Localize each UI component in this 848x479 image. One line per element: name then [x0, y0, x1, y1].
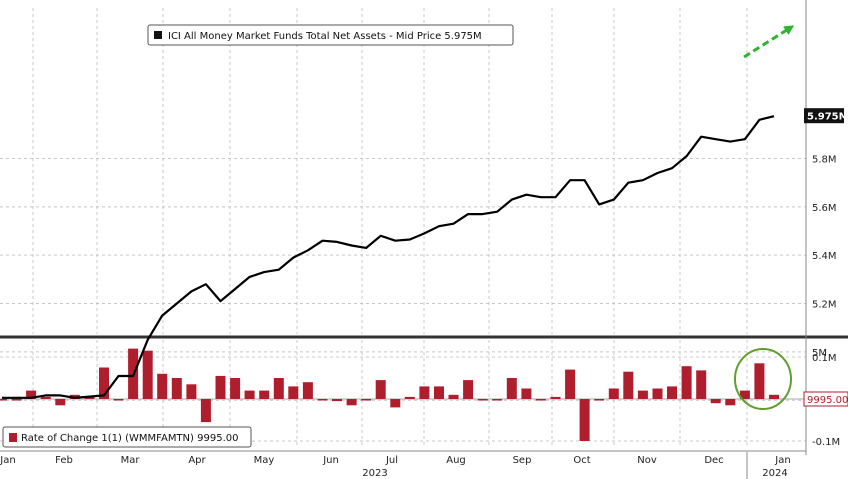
rate-of-change-bar	[55, 399, 66, 406]
y-tick-label-top: 5.4M	[812, 251, 837, 262]
rate-of-change-bar	[200, 399, 211, 423]
rate-of-change-bar	[273, 378, 284, 399]
rate-of-change-bar	[754, 363, 765, 399]
legend-label-bottom: Rate of Change 1(1) (WMMFAMTN) 9995.00	[21, 433, 238, 444]
x-tick-label-month: Jan	[0, 455, 16, 466]
rate-of-change-bar	[230, 378, 241, 399]
annotations	[734, 25, 795, 410]
rate-of-change-bar	[521, 388, 532, 399]
rate-of-change-bar	[11, 399, 22, 401]
rate-of-change-bar	[113, 399, 124, 401]
rate-of-change-bar	[579, 399, 590, 441]
rate-of-change-bar	[0, 399, 7, 401]
rate-of-change-bar	[448, 394, 459, 399]
y-tick-label-bottom: 0.1M	[812, 353, 837, 364]
x-tick-label-month: Nov	[637, 455, 657, 466]
rate-of-change-bar	[434, 386, 444, 399]
x-year-label: 2024	[762, 468, 787, 479]
x-tick-label-month: Apr	[188, 455, 206, 466]
rate-of-change-bar	[725, 399, 736, 406]
last-value-tag-bottom: 9995.00	[807, 395, 848, 406]
x-tick-label-month: May	[254, 455, 275, 466]
rate-of-change-bar	[346, 399, 357, 406]
x-tick-label-month: Oct	[573, 455, 590, 466]
rate-of-change-bar	[215, 375, 226, 399]
rate-of-change-bar	[710, 399, 721, 404]
rate-of-change-bar	[332, 399, 342, 402]
rate-of-change-bar	[317, 399, 328, 401]
rate-of-change-bar	[26, 390, 37, 399]
legend-swatch-bottom	[9, 433, 17, 442]
rate-of-change-bar	[390, 399, 401, 408]
legend-swatch-top	[154, 31, 162, 39]
legend-label-top: ICI All Money Market Funds Total Net Ass…	[168, 31, 482, 42]
rate-of-change-bar	[623, 371, 634, 399]
rate-of-change-bar	[40, 396, 51, 399]
rate-of-change-bar	[404, 396, 415, 399]
y-tick-label-bottom: -0.1M	[812, 437, 840, 448]
rate-of-change-bar	[594, 399, 605, 401]
rate-of-change-bar	[492, 399, 503, 401]
y-tick-label-top: 5M	[812, 348, 827, 359]
rate-of-change-bar	[259, 390, 270, 399]
last-value-tag-top: 5.975M	[807, 112, 848, 123]
rate-of-change-bar	[288, 386, 299, 399]
rate-of-change-bar	[361, 399, 372, 401]
legend-box-bottom	[2, 426, 252, 448]
x-tick-label-month: Aug	[446, 455, 466, 466]
rate-of-change-bar	[477, 399, 488, 401]
rate-of-change-bar	[681, 366, 692, 399]
rate-of-change-bar	[171, 378, 182, 399]
last-value-tag-bottom-bg	[803, 391, 848, 407]
legends: ICI All Money Market Funds Total Net Ass…	[2, 24, 514, 448]
rate-of-change-bar	[506, 378, 517, 399]
x-tick-label-month: Jul	[385, 455, 398, 466]
green-circle-annotation	[734, 348, 792, 410]
rate-of-change-bar	[99, 367, 109, 399]
rate-of-change-bar	[244, 390, 255, 399]
rate-of-change-bar	[637, 390, 648, 399]
x-tick-label-month: Dec	[704, 455, 723, 466]
rate-of-change-bar	[535, 399, 546, 401]
y-tick-label-top: 5.2M	[812, 300, 837, 311]
rate-of-change-bar	[769, 394, 779, 399]
panel-frames	[0, 0, 848, 455]
rate-of-change-bar	[696, 370, 707, 399]
rate-of-change-bar	[419, 386, 430, 399]
rate-of-change-bar	[652, 388, 663, 399]
x-tick-label-month: Feb	[55, 455, 73, 466]
rate-of-change-bar	[302, 382, 313, 399]
rate-of-change-bar	[186, 384, 197, 399]
y-tick-label-top: 5.6M	[812, 203, 837, 214]
rate-of-change-bar	[739, 390, 750, 399]
rate-of-change-bar	[375, 380, 386, 399]
y-tick-label-top: 5.8M	[812, 154, 837, 165]
rate-of-change-bar	[550, 396, 561, 399]
net-assets-line	[2, 115, 775, 399]
net-assets-line-path	[2, 115, 775, 399]
x-tick-label-month: Sep	[513, 455, 532, 466]
rate-of-change-bar	[142, 350, 153, 399]
x-tick-label-month: Jun	[322, 455, 339, 466]
axis-labels: 5.8M5.6M5.4M5.2M5M4.8M5.975M0.1M-0.1M999…	[0, 108, 848, 479]
rate-of-change-bar	[157, 373, 168, 399]
x-year-label: 2023	[362, 468, 387, 479]
rate-of-change-bar	[667, 386, 677, 399]
rate-of-change-bar	[565, 369, 576, 399]
legend-box-top	[147, 24, 514, 46]
rate-of-change-bar	[463, 380, 474, 399]
x-tick-label-month: Jan	[774, 455, 790, 466]
green-arrow-annotation	[743, 25, 795, 59]
last-value-tag-bg	[804, 108, 844, 124]
rate-of-change-bar	[608, 388, 619, 399]
x-tick-label-month: Mar	[121, 455, 141, 466]
